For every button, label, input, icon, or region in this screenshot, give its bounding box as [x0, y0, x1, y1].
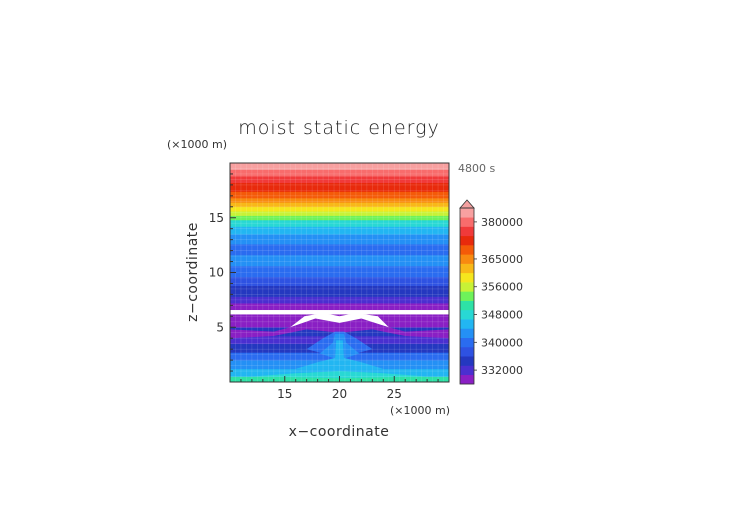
contour-band [230, 309, 449, 315]
contour-band [230, 211, 449, 216]
plume-contour [290, 313, 389, 328]
colorbar-label: 332000 [481, 364, 523, 377]
contour-band [230, 226, 449, 235]
colorbar-segment [460, 282, 474, 292]
colorbar-segment [460, 226, 474, 237]
colorbar-segment [460, 356, 474, 366]
contour-band [230, 219, 449, 227]
contour-band [230, 163, 449, 170]
colorbar-segment [460, 217, 474, 227]
y-tick-label: 5 [216, 320, 224, 334]
plume-contour [251, 371, 428, 379]
x-tick-label: 20 [332, 387, 347, 401]
colorbar-extend-arrow [459, 199, 475, 209]
y-axis-unit: (×1000 m) [167, 138, 227, 151]
colorbar-segment [460, 263, 474, 274]
colorbar-segment [460, 328, 474, 338]
colorbar-segment [460, 291, 474, 301]
colorbar-segment [460, 374, 474, 385]
colorbar-label: 365000 [481, 253, 523, 266]
colorbar-segment [460, 319, 474, 329]
plume-contour [295, 340, 384, 373]
colorbar-segment [460, 346, 474, 357]
contour-band [230, 303, 449, 311]
contour-band [230, 265, 449, 278]
colorbar-segment [460, 235, 474, 246]
grid [229, 162, 450, 383]
colorbar-segment [460, 272, 474, 283]
y-ticks: 5 10 15 [209, 162, 236, 383]
contour-band [230, 169, 449, 177]
contour-band [230, 254, 449, 267]
colorbar-segment [460, 208, 474, 218]
contour-band [230, 191, 449, 199]
contour-band [230, 182, 449, 192]
chart-title: moist static energy [238, 117, 440, 139]
colorbar-label: 356000 [481, 281, 523, 294]
x-axis-label: x−coordinate [289, 424, 390, 440]
plot-area [230, 163, 449, 382]
contour-band [230, 296, 449, 304]
x-tick-label: 15 [277, 387, 292, 401]
colorbar-label: 340000 [481, 336, 523, 349]
colorbar-segment [460, 300, 474, 311]
colorbar-label: 380000 [481, 216, 523, 229]
x-axis-unit: (×1000 m) [390, 404, 450, 417]
x-ticks: 15 20 25 [229, 376, 450, 401]
contour-band [230, 198, 449, 203]
contour-band [230, 244, 449, 256]
colorbar-segment [460, 365, 474, 376]
colorbar-segment [460, 309, 474, 320]
contour-band [230, 234, 449, 245]
plume-contour [230, 322, 449, 339]
x-tick-label: 25 [387, 387, 402, 401]
y-tick-label: 15 [209, 211, 224, 225]
colorbar-label: 348000 [481, 309, 523, 322]
time-label: 4800 s [458, 162, 495, 175]
contour-band [230, 176, 449, 184]
colorbar-segment [460, 245, 474, 255]
contour-band [230, 285, 449, 297]
contour-band [230, 206, 449, 212]
colorbar-segment [460, 254, 474, 264]
contour-band [230, 276, 449, 286]
contour-band [230, 202, 449, 208]
colorbar: 332000 340000 348000 356000 365000 380000 [459, 199, 523, 385]
y-tick-label: 10 [209, 266, 224, 280]
y-axis-label: z−coordinate [185, 222, 201, 322]
contour-band [230, 215, 449, 221]
colorbar-segment [460, 337, 474, 348]
colorbar-frame [459, 207, 475, 385]
